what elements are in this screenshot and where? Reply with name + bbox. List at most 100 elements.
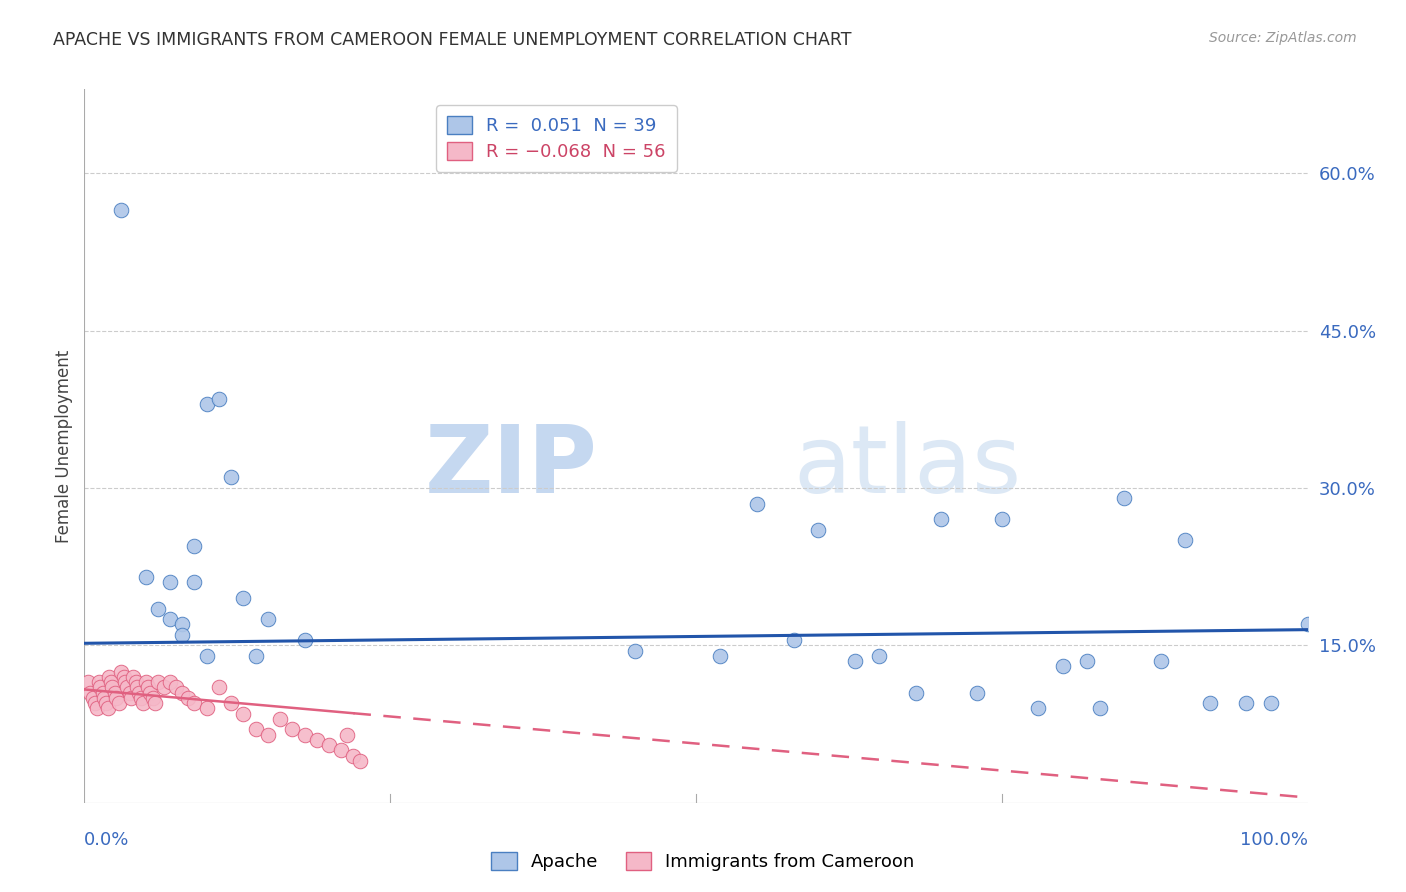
Point xyxy=(807,523,830,537)
Point xyxy=(136,681,159,695)
Point xyxy=(104,685,127,699)
Point xyxy=(1260,696,1282,710)
Point xyxy=(110,202,132,217)
Point xyxy=(93,690,115,705)
Point xyxy=(1076,654,1098,668)
Point xyxy=(146,675,169,690)
Text: 0.0%: 0.0% xyxy=(84,831,129,849)
Point xyxy=(97,701,120,715)
Point xyxy=(208,681,231,695)
Point xyxy=(135,570,157,584)
Point xyxy=(120,690,142,705)
Text: Source: ZipAtlas.com: Source: ZipAtlas.com xyxy=(1209,31,1357,45)
Y-axis label: Female Unemployment: Female Unemployment xyxy=(55,350,73,542)
Point xyxy=(135,675,157,690)
Point xyxy=(87,675,110,690)
Point xyxy=(129,690,152,705)
Point xyxy=(1174,533,1197,548)
Text: atlas: atlas xyxy=(794,421,1022,514)
Point xyxy=(1088,701,1111,715)
Legend: Apache, Immigrants from Cameroon: Apache, Immigrants from Cameroon xyxy=(484,846,922,879)
Point xyxy=(118,685,141,699)
Point xyxy=(143,696,166,710)
Point xyxy=(128,685,150,699)
Point xyxy=(783,633,806,648)
Point xyxy=(172,685,194,699)
Point xyxy=(172,628,194,642)
Point xyxy=(82,690,104,705)
Point xyxy=(172,617,194,632)
Point xyxy=(132,696,155,710)
Point xyxy=(183,539,205,553)
Point xyxy=(305,732,328,747)
Point xyxy=(195,701,218,715)
Point xyxy=(84,696,107,710)
Text: 100.0%: 100.0% xyxy=(1240,831,1308,849)
Point xyxy=(159,575,181,590)
Point xyxy=(100,675,122,690)
Point xyxy=(97,670,120,684)
Point xyxy=(79,685,101,699)
Point xyxy=(294,633,316,648)
Legend: R =  0.051  N = 39, R = −0.068  N = 56: R = 0.051 N = 39, R = −0.068 N = 56 xyxy=(436,105,676,172)
Point xyxy=(115,681,138,695)
Point xyxy=(125,675,148,690)
Point xyxy=(1028,701,1050,715)
Point xyxy=(110,665,132,679)
Point xyxy=(966,685,988,699)
Point xyxy=(1296,617,1319,632)
Point xyxy=(89,681,111,695)
Point xyxy=(257,728,280,742)
Point xyxy=(905,685,928,699)
Point xyxy=(208,392,231,406)
Point xyxy=(91,685,114,699)
Point xyxy=(336,728,359,742)
Point xyxy=(844,654,866,668)
Point xyxy=(1198,696,1220,710)
Point xyxy=(709,648,731,663)
Point xyxy=(77,675,100,690)
Point xyxy=(86,701,108,715)
Text: APACHE VS IMMIGRANTS FROM CAMEROON FEMALE UNEMPLOYMENT CORRELATION CHART: APACHE VS IMMIGRANTS FROM CAMEROON FEMAL… xyxy=(53,31,852,49)
Point xyxy=(318,738,340,752)
Point xyxy=(159,612,181,626)
Point xyxy=(177,690,200,705)
Point xyxy=(146,601,169,615)
Point xyxy=(159,675,181,690)
Point xyxy=(142,690,165,705)
Point xyxy=(624,643,647,657)
Point xyxy=(153,681,176,695)
Point xyxy=(219,696,242,710)
Point xyxy=(245,648,267,663)
Point xyxy=(195,648,218,663)
Point xyxy=(245,723,267,737)
Point xyxy=(342,748,364,763)
Point xyxy=(122,670,145,684)
Point xyxy=(232,591,254,606)
Point xyxy=(1114,491,1136,506)
Point xyxy=(101,681,124,695)
Point xyxy=(929,512,952,526)
Text: ZIP: ZIP xyxy=(425,421,598,514)
Point xyxy=(183,696,205,710)
Point xyxy=(294,728,316,742)
Point xyxy=(105,690,128,705)
Point xyxy=(869,648,891,663)
Point xyxy=(96,696,118,710)
Point xyxy=(1236,696,1258,710)
Point xyxy=(281,723,304,737)
Point xyxy=(165,681,187,695)
Point xyxy=(269,712,291,726)
Point xyxy=(114,675,136,690)
Point xyxy=(330,743,353,757)
Point xyxy=(139,685,162,699)
Point xyxy=(219,470,242,484)
Point xyxy=(195,397,218,411)
Point xyxy=(747,497,769,511)
Point xyxy=(991,512,1014,526)
Point xyxy=(1150,654,1173,668)
Point xyxy=(349,754,371,768)
Point xyxy=(107,696,129,710)
Point xyxy=(1052,659,1074,673)
Point xyxy=(125,681,148,695)
